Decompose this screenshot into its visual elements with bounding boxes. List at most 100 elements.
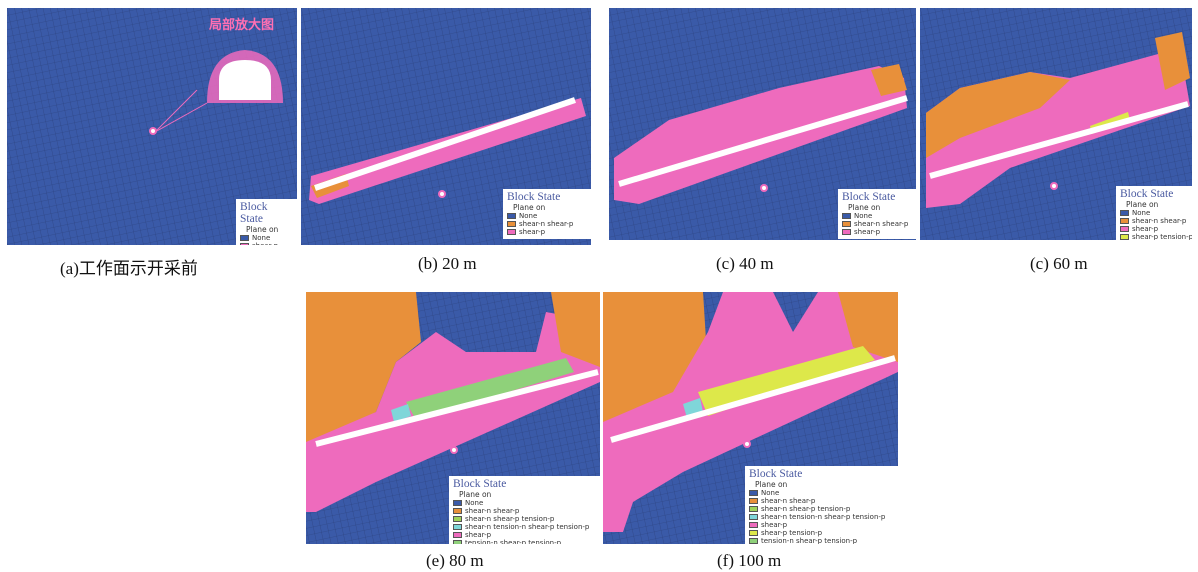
legend-item-none: None — [1120, 209, 1188, 217]
legend-label: shear-n tension-n shear-p tension-p — [761, 513, 886, 521]
legend-item-shear-p-tension-p: shear-p tension-p — [749, 529, 894, 537]
plastic-zone-shear-p — [603, 292, 898, 532]
legend-item-shear-n-shear-p: shear-n shear-p — [842, 220, 912, 228]
legend-label: shear-n tension-n shear-p tension-p — [465, 523, 590, 531]
legend-swatch — [453, 508, 462, 514]
legend-item-tension-n-shear-p-tension-p: tension-n shear-p tension-p — [749, 537, 894, 544]
legend-item-shear-n-shear-p: shear-n shear-p — [507, 220, 587, 228]
legend-item-none: None — [240, 234, 293, 242]
legend-swatch — [749, 490, 758, 496]
legend-item-none: None — [749, 489, 894, 497]
legend-item-shear-n-shear-p: shear-n shear-p — [453, 507, 596, 515]
plastic-zone-shear-n — [926, 72, 1070, 158]
legend-label: shear-p — [252, 242, 278, 245]
plastic-zone-shear-p — [309, 98, 586, 204]
legend-label: None — [1132, 209, 1151, 217]
plastic-zone-tension — [406, 358, 574, 420]
caption-b: (b) 20 m — [418, 254, 477, 273]
coal-seam — [315, 369, 599, 447]
legend-item-shear-p: shear-p — [507, 228, 587, 236]
legend-label: shear-n shear-p — [519, 220, 574, 228]
legend-plane: Plane on — [848, 203, 881, 212]
legend-plane: Plane on — [1126, 200, 1159, 209]
legend-item-none: None — [453, 499, 596, 507]
legend-item-shear-n-tension-n-shear-p-tension-p: shear-n tension-n shear-p tension-p — [453, 523, 596, 531]
coal-seam — [618, 95, 908, 187]
legend-title: Block State — [1120, 188, 1174, 200]
legend-swatch — [749, 522, 758, 528]
legend-title: Block State — [749, 468, 803, 480]
legend-swatch — [1120, 234, 1129, 240]
caption-c60: (c) 60 m — [1030, 254, 1088, 273]
inset-zoom — [187, 28, 297, 118]
legend-item-shear-n-tension-n-shear-p-tension-p: shear-n tension-n shear-p tension-p — [749, 513, 894, 521]
coal-seam — [314, 97, 576, 191]
legend-item-none: None — [507, 212, 587, 220]
caption-c40: (c) 40 m — [716, 254, 774, 273]
legend-label: None — [465, 499, 484, 507]
plastic-zone-shear-p — [614, 66, 907, 204]
legend-swatch — [507, 221, 516, 227]
caption-a: (a)工作面示开采前 — [60, 259, 198, 278]
legend-swatch — [453, 532, 462, 538]
legend-label: None — [854, 212, 873, 220]
legend-swatch — [507, 213, 516, 219]
legend-c60: Block State Plane on None shear-n shear-p sh… — [1116, 186, 1192, 240]
legend-item-shear-p-tension-p: shear-p tension-p — [1120, 233, 1192, 240]
legend-swatch — [1120, 218, 1129, 224]
legend-swatch — [453, 524, 462, 530]
legend-plane: Plane on — [459, 490, 492, 499]
legend-f: Block State Plane on None shear-n shear-p sh… — [745, 466, 898, 544]
legend-swatch — [749, 514, 758, 520]
legend-swatch — [749, 538, 758, 544]
legend-item-shear-p: shear-p — [240, 242, 293, 245]
model-c60-svg — [920, 8, 1192, 240]
legend-swatch — [453, 500, 462, 506]
legend-label: shear-n shear-p — [761, 497, 816, 505]
legend-swatch — [453, 540, 462, 544]
plastic-zone-shear-n — [603, 292, 708, 432]
legend-swatch — [507, 229, 516, 235]
legend-item-shear-p: shear-p — [842, 228, 912, 236]
legend-label: shear-p — [761, 521, 788, 529]
legend-c40: Block State Plane on None shear-n shear-p sh… — [838, 189, 916, 239]
legend-label: shear-p — [465, 531, 492, 539]
panel-c-40m: Block State Plane on None shear-n shear-p sh… — [609, 8, 916, 240]
legend-item-shear-n-shear-p: shear-n shear-p — [749, 497, 894, 505]
plastic-zone-shear-n — [871, 64, 907, 96]
legend-e: Block State Plane on None shear-n shear-p sh… — [449, 476, 600, 544]
legend-item-shear-p: shear-p — [1120, 225, 1188, 233]
legend-label: None — [519, 212, 538, 220]
legend-label: shear-n shear-p tension-p — [465, 515, 555, 523]
model-a-svg — [7, 8, 297, 245]
legend-label: shear-p tension-p — [761, 529, 823, 537]
legend-item-none: None — [842, 212, 912, 220]
legend-plane: Plane on — [755, 480, 788, 489]
coal-seam — [610, 355, 896, 443]
caption-f: (f) 100 m — [717, 551, 782, 570]
legend-item-tension-n-shear-p-tension-p: tension-n shear-p tension-p — [453, 539, 596, 544]
legend-label: None — [761, 489, 780, 497]
legend-label: shear-n shear-p — [854, 220, 909, 228]
legend-item-shear-n-shear-p-tension-p: shear-n shear-p tension-p — [453, 515, 596, 523]
legend-label: tension-n shear-p tension-p — [465, 539, 562, 544]
legend-item-shear-p: shear-p — [453, 531, 596, 539]
legend-swatch — [240, 243, 249, 245]
legend-item-shear-p: shear-p — [749, 521, 894, 529]
plastic-zone-tension — [698, 346, 875, 416]
panel-e-80m: Block State Plane on None shear-n shear-p sh… — [306, 292, 600, 544]
model-c40-svg — [609, 8, 916, 240]
legend-title: Block State — [453, 478, 507, 490]
inset-leader-line — [154, 102, 208, 133]
legend-label: tension-n shear-p tension-p — [761, 537, 858, 544]
legend-swatch — [842, 229, 851, 235]
legend-swatch — [1120, 210, 1129, 216]
legend-label: shear-n shear-p — [465, 507, 520, 515]
legend-swatch — [240, 235, 249, 241]
legend-label: shear-p tension-p — [1132, 233, 1192, 240]
model-e-svg — [306, 292, 600, 544]
panel-f-100m: Block State Plane on None shear-n shear-p sh… — [603, 292, 898, 544]
legend-plane: Plane on — [513, 203, 546, 212]
